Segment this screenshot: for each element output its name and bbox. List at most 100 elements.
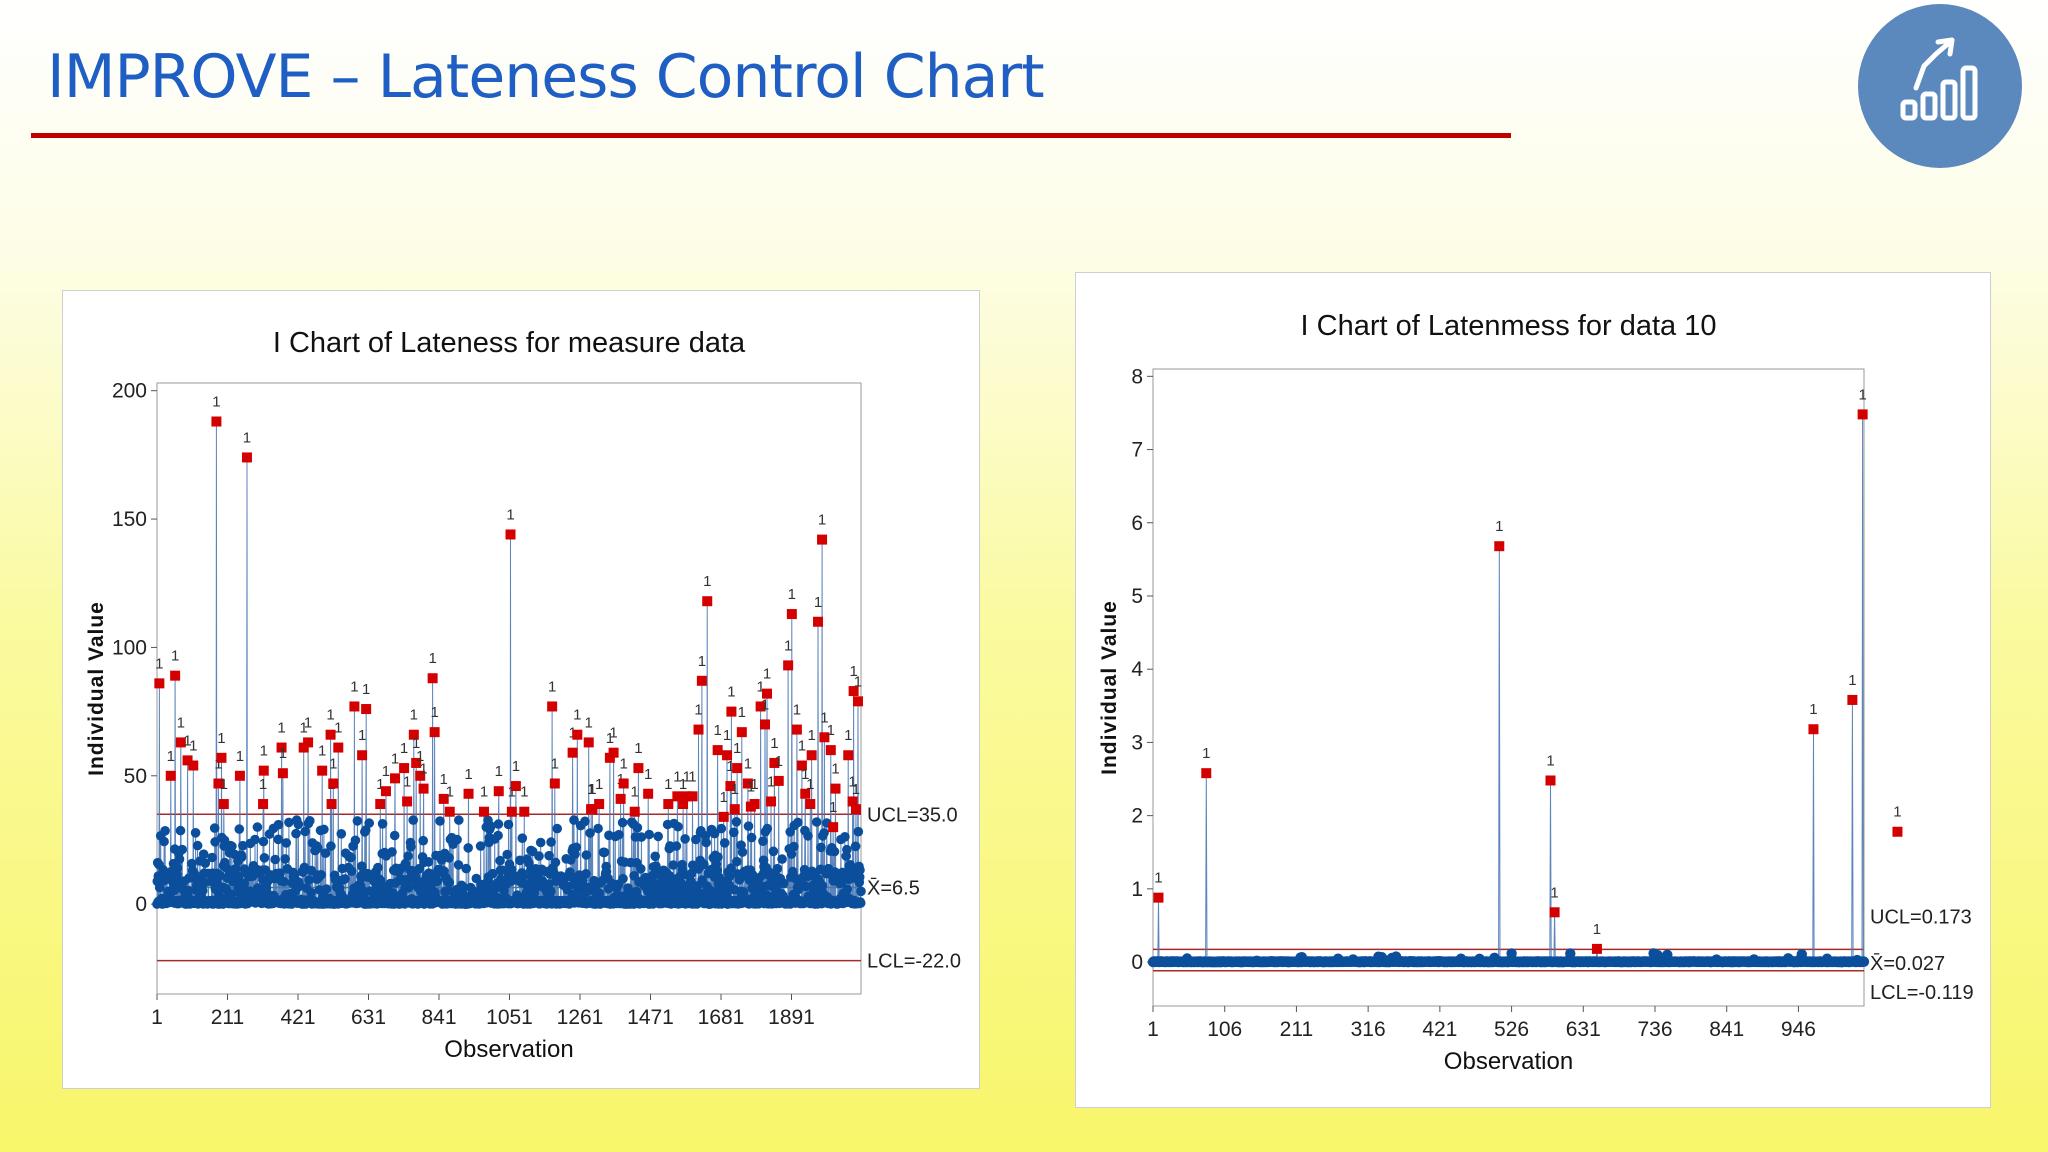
data-point bbox=[487, 868, 498, 879]
out-of-control-point bbox=[681, 791, 692, 802]
test-flag-label: 1 bbox=[733, 740, 741, 757]
data-point bbox=[463, 843, 474, 853]
data-point bbox=[713, 852, 723, 862]
test-flag-label: 1 bbox=[723, 727, 731, 744]
data-point bbox=[346, 866, 357, 876]
y-tick-label: 2 bbox=[1131, 805, 1143, 828]
data-point bbox=[585, 828, 595, 838]
test-flag-label: 1 bbox=[820, 709, 828, 726]
test-flag-label: 1 bbox=[403, 773, 411, 790]
data-point bbox=[364, 818, 375, 828]
out-of-control-point bbox=[791, 724, 802, 735]
data-point bbox=[346, 852, 356, 863]
title-underline bbox=[31, 133, 1511, 138]
data-point bbox=[701, 837, 711, 848]
out-of-control-point bbox=[1153, 892, 1164, 903]
data-point bbox=[772, 863, 783, 874]
data-point bbox=[564, 881, 574, 892]
data-point bbox=[160, 826, 170, 836]
test-flag-label: 1 bbox=[854, 673, 862, 690]
data-point bbox=[270, 854, 280, 865]
data-point bbox=[850, 841, 861, 852]
out-of-control-point bbox=[408, 729, 419, 740]
out-of-control-point bbox=[587, 804, 598, 815]
x-tick-label: 1471 bbox=[627, 1006, 674, 1029]
data-point bbox=[552, 823, 562, 834]
data-point bbox=[644, 829, 654, 840]
out-of-control-point bbox=[693, 724, 704, 735]
x-tick-label: 1261 bbox=[557, 1006, 604, 1029]
out-of-control-point bbox=[749, 799, 760, 810]
data-point bbox=[236, 852, 247, 862]
x-tick-label: 1 bbox=[1147, 1018, 1159, 1041]
test-flag-label: 1 bbox=[573, 707, 581, 724]
data-point bbox=[618, 873, 628, 884]
out-of-control-point bbox=[672, 791, 683, 802]
out-of-control-point bbox=[687, 791, 698, 802]
out-of-control-point bbox=[696, 675, 707, 686]
y-tick-label: 0 bbox=[135, 893, 147, 916]
data-point bbox=[198, 849, 209, 859]
out-of-control-point bbox=[216, 752, 227, 763]
data-point bbox=[762, 823, 773, 834]
test-flag-label: 1 bbox=[243, 429, 251, 446]
test-flag-label: 1 bbox=[236, 748, 244, 765]
data-point bbox=[546, 837, 556, 847]
test-flag-label: 1 bbox=[806, 776, 814, 793]
out-of-control-point bbox=[241, 452, 252, 463]
x-tick-label: 211 bbox=[1280, 1018, 1313, 1041]
out-of-control-point bbox=[773, 775, 784, 786]
out-of-control-point bbox=[438, 793, 449, 804]
y-tick-label: 6 bbox=[1131, 512, 1143, 535]
data-point bbox=[408, 815, 419, 825]
x-tick-label: 1681 bbox=[698, 1006, 745, 1029]
data-point bbox=[853, 826, 864, 837]
data-point bbox=[175, 825, 186, 836]
logo-badge bbox=[1858, 4, 2022, 168]
data-point bbox=[517, 871, 528, 882]
x-tick-label: 631 bbox=[1566, 1018, 1601, 1041]
test-flag-label: 1 bbox=[673, 768, 681, 785]
data-point bbox=[444, 853, 454, 863]
out-of-control-point bbox=[629, 806, 640, 817]
out-of-control-point bbox=[182, 755, 193, 766]
test-flag-label: 1 bbox=[703, 573, 711, 590]
test-flag-label: 1 bbox=[679, 776, 687, 793]
test-flag-label: 1 bbox=[606, 730, 614, 747]
data-point bbox=[183, 885, 194, 896]
test-flag-label: 1 bbox=[183, 732, 191, 749]
data-point bbox=[580, 816, 590, 827]
lateness-measure-i-chart: I Chart of Lateness for measure data 0 50 1… bbox=[85, 327, 961, 1063]
out-of-control-point bbox=[1847, 694, 1858, 705]
chart-title: I Chart of Lateness for measure data bbox=[273, 327, 746, 359]
data-point bbox=[475, 841, 486, 851]
y-axis-title: Individual Value bbox=[85, 601, 108, 776]
x-axis-title: Observation bbox=[444, 1036, 573, 1063]
lcl-label: LCL=-22.0 bbox=[867, 951, 961, 973]
data-point bbox=[279, 876, 289, 887]
data-point bbox=[743, 821, 754, 831]
data-point bbox=[779, 878, 789, 889]
test-flag-label: 1 bbox=[747, 779, 755, 796]
out-of-control-point bbox=[154, 678, 165, 689]
out-of-control-point bbox=[800, 788, 811, 799]
test-flag-label: 1 bbox=[588, 781, 596, 798]
out-of-control-point bbox=[643, 788, 654, 799]
data-point bbox=[801, 881, 811, 892]
data-point bbox=[636, 832, 647, 842]
test-flag-label: 1 bbox=[177, 714, 185, 731]
data-point bbox=[732, 856, 742, 867]
data-point bbox=[403, 851, 413, 861]
data-point bbox=[571, 842, 582, 853]
ucl-label: UCL=0.173 bbox=[1870, 906, 1972, 928]
data-point bbox=[319, 824, 329, 835]
test-flag-label: 1 bbox=[1858, 386, 1866, 403]
data-point bbox=[273, 834, 283, 845]
test-flag-label: 1 bbox=[767, 773, 775, 790]
data-point bbox=[544, 850, 554, 861]
test-flag-label: 1 bbox=[814, 594, 822, 611]
x-tick-label: 421 bbox=[1422, 1018, 1457, 1041]
out-of-control-point bbox=[769, 757, 780, 768]
data-point bbox=[273, 819, 284, 830]
data-point bbox=[817, 880, 828, 891]
